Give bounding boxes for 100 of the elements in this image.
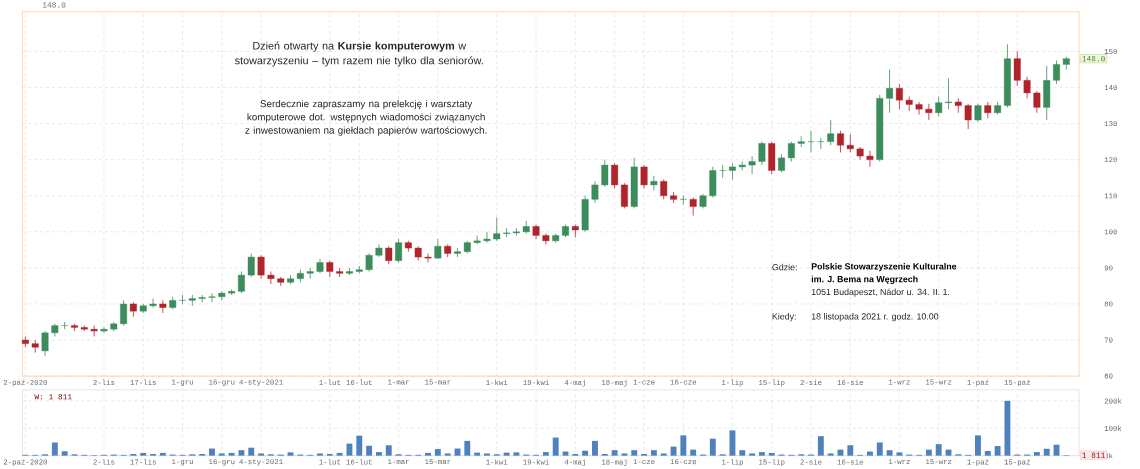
bar bbox=[680, 435, 687, 456]
candlestick bbox=[149, 297, 157, 308]
candlestick bbox=[679, 195, 687, 205]
candlestick bbox=[827, 119, 835, 146]
bar bbox=[366, 445, 373, 456]
bar bbox=[425, 452, 431, 456]
candlestick bbox=[208, 292, 216, 303]
candlestick bbox=[247, 252, 255, 278]
bar bbox=[817, 435, 824, 456]
bar bbox=[690, 449, 697, 456]
candlestick bbox=[620, 182, 628, 209]
bar bbox=[975, 435, 981, 456]
bar bbox=[159, 452, 166, 456]
annotation: 18 listopada 2021 r. godz. 10.00 bbox=[811, 312, 939, 322]
candlestick bbox=[61, 321, 69, 330]
candlestick bbox=[365, 252, 373, 272]
bar bbox=[768, 452, 775, 456]
candlestick bbox=[954, 97, 962, 113]
candlestick bbox=[895, 83, 903, 110]
bar bbox=[464, 440, 471, 456]
candlestick bbox=[729, 162, 736, 180]
bar bbox=[474, 452, 481, 456]
bar bbox=[484, 453, 490, 456]
candlestick bbox=[611, 162, 619, 189]
candlestick bbox=[385, 245, 393, 265]
bar bbox=[758, 451, 765, 456]
bar bbox=[650, 449, 657, 456]
bar bbox=[356, 435, 363, 456]
bar bbox=[209, 448, 215, 456]
bar bbox=[61, 451, 68, 456]
candlestick bbox=[748, 155, 756, 175]
candlestick bbox=[434, 238, 442, 260]
candlestick bbox=[120, 299, 128, 326]
bar bbox=[258, 453, 265, 456]
candlestick bbox=[689, 196, 697, 216]
candlestick bbox=[237, 270, 245, 294]
bar bbox=[51, 442, 58, 456]
bar bbox=[582, 450, 589, 456]
bar bbox=[709, 438, 716, 456]
candlestick bbox=[1013, 50, 1021, 86]
bar bbox=[739, 449, 746, 456]
candlestick bbox=[483, 231, 491, 243]
annotation: im. J. Bema na Węgrzech bbox=[811, 275, 918, 284]
text: Dzień otwarty na Kursie komputerowym w stowarzyszeniu – tym razem nie tylko dla seniorów. bbox=[235, 41, 483, 67]
candlestick bbox=[90, 325, 98, 337]
bar bbox=[1004, 400, 1011, 456]
candlestick bbox=[925, 103, 933, 121]
bar bbox=[542, 451, 549, 456]
bar bbox=[218, 453, 225, 456]
candlestick bbox=[846, 133, 854, 153]
candlestick bbox=[787, 141, 795, 162]
candlestick bbox=[650, 175, 658, 191]
bar bbox=[660, 453, 667, 456]
bar bbox=[592, 440, 598, 456]
annotation: Kiedy: bbox=[772, 312, 796, 322]
bar bbox=[749, 453, 756, 456]
bar bbox=[631, 449, 638, 456]
candlestick bbox=[915, 101, 923, 115]
bar bbox=[925, 449, 932, 456]
bar bbox=[1033, 451, 1040, 456]
bar bbox=[935, 443, 942, 456]
bar bbox=[1043, 448, 1050, 456]
candlestick bbox=[640, 164, 648, 189]
candlestick bbox=[935, 95, 943, 117]
candlestick bbox=[100, 326, 108, 334]
annotation: 1051 Budapeszt, Nádor u. 34. II. 1. bbox=[811, 288, 950, 297]
bar bbox=[611, 449, 618, 456]
bar bbox=[287, 452, 294, 456]
bar bbox=[994, 445, 1001, 456]
bar bbox=[886, 449, 893, 456]
bar bbox=[847, 445, 854, 456]
bar bbox=[375, 451, 382, 456]
candlestick bbox=[719, 164, 727, 178]
bar bbox=[621, 453, 628, 456]
candlestick bbox=[660, 178, 668, 200]
candlestick bbox=[1023, 76, 1031, 99]
candlestick bbox=[493, 216, 501, 242]
candlestick bbox=[866, 150, 874, 168]
annotation: Gdzie: bbox=[772, 263, 797, 271]
bar bbox=[385, 445, 392, 456]
bar bbox=[434, 448, 441, 456]
text: Serdecznie zapraszamy na prelekcję i warsztaty komputerowe dot. wstępnych wiadomości związanych z inwestowaniem na giełdach papierów wartościowych. bbox=[245, 99, 487, 136]
bar bbox=[876, 442, 883, 456]
bar bbox=[896, 452, 903, 456]
bar bbox=[867, 451, 873, 456]
bar bbox=[248, 447, 255, 456]
candlestick bbox=[974, 103, 982, 122]
candlestick bbox=[179, 294, 186, 305]
candlestick bbox=[424, 252, 432, 263]
bar bbox=[984, 450, 991, 456]
bar bbox=[228, 452, 235, 456]
candlestick bbox=[267, 270, 275, 285]
bar bbox=[444, 453, 451, 456]
candlestick bbox=[817, 137, 825, 150]
candlestick bbox=[41, 330, 49, 357]
bar bbox=[503, 452, 510, 456]
candlestick bbox=[807, 130, 815, 153]
candlestick bbox=[503, 227, 511, 238]
candlestick bbox=[395, 238, 402, 263]
candlestick bbox=[601, 159, 609, 187]
